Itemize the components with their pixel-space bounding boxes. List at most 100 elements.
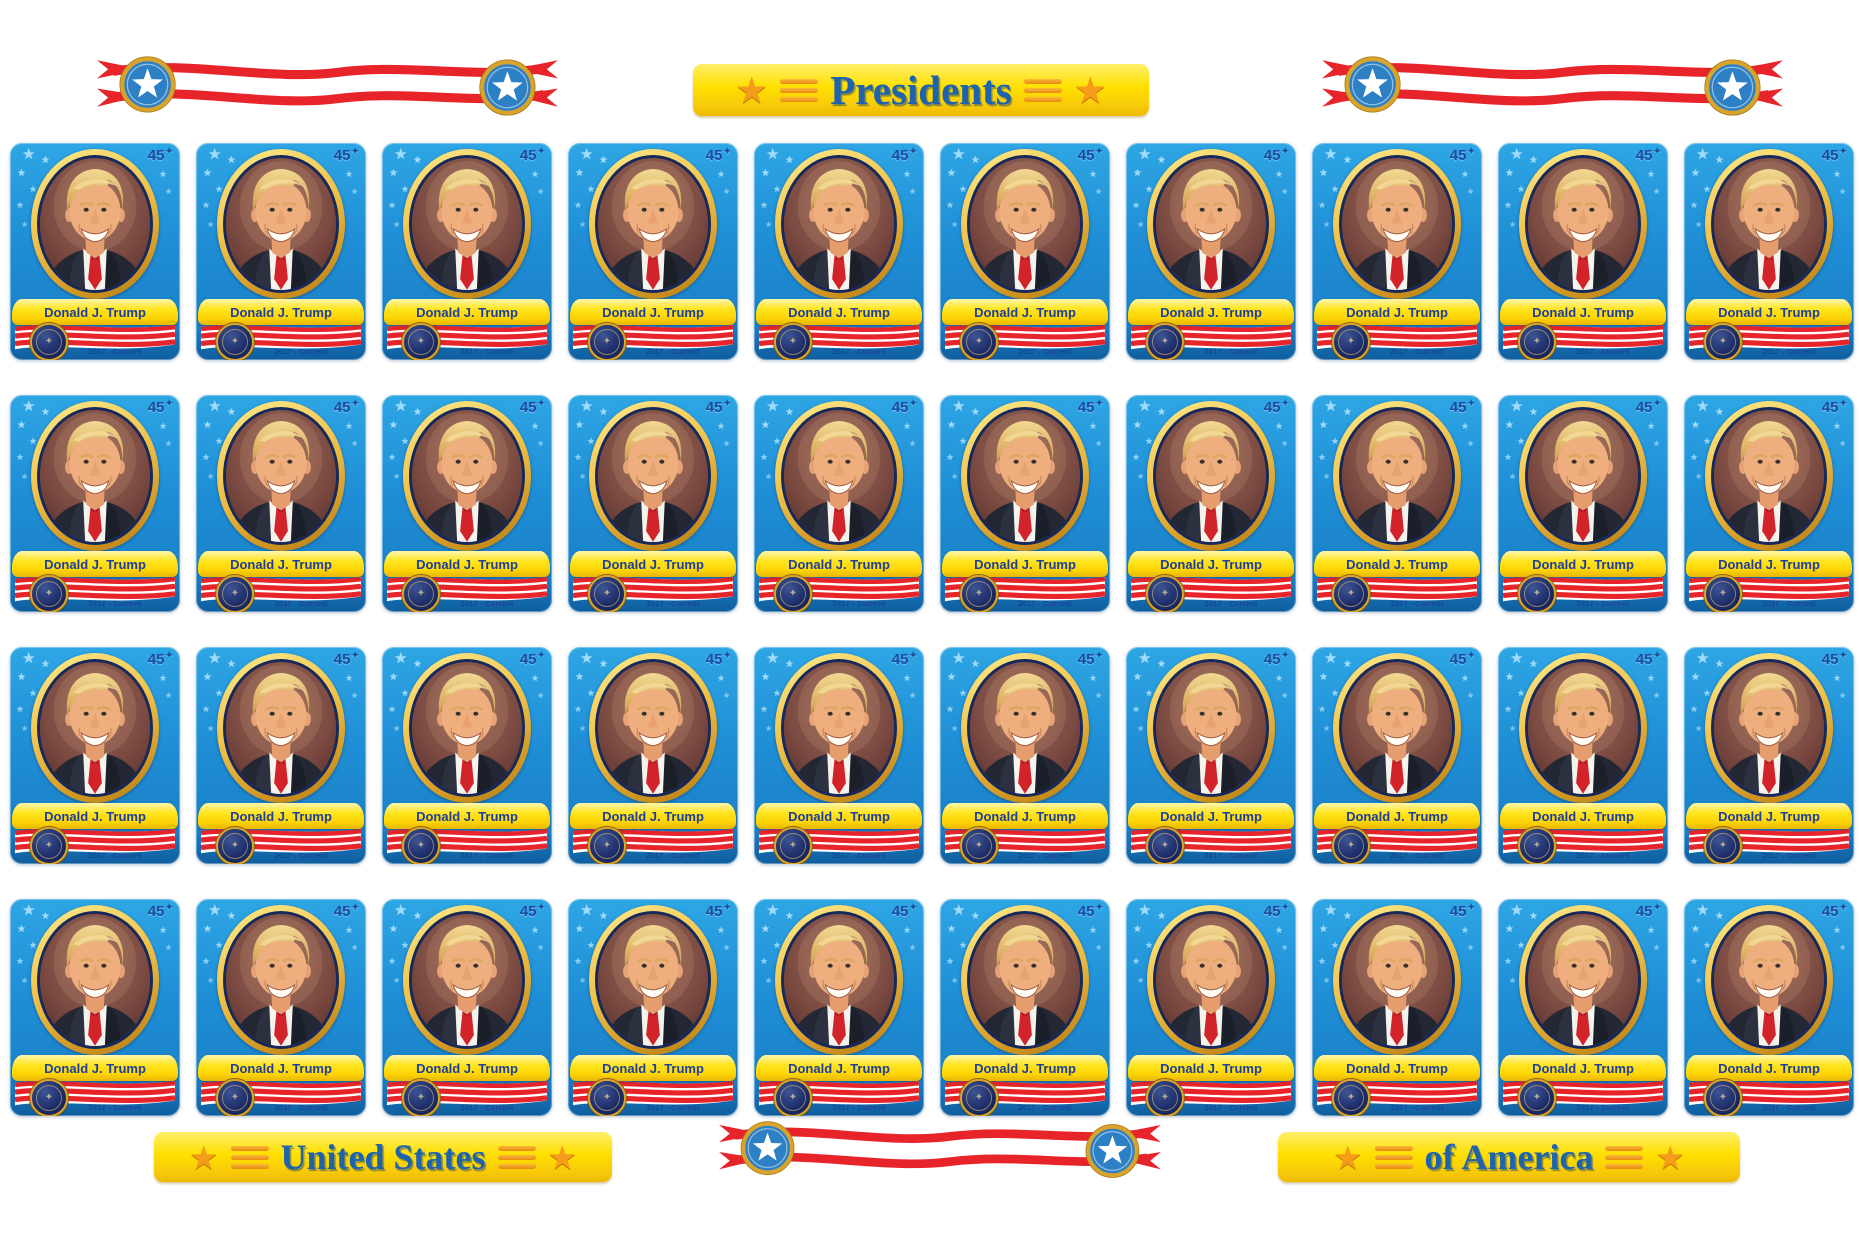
- triple-bar-icon: [230, 1145, 269, 1169]
- president-number: 45✦: [1449, 650, 1475, 668]
- president-portrait: [970, 158, 1080, 290]
- portrait-frame: [217, 149, 345, 299]
- star-icon: ★: [202, 956, 211, 966]
- star-icon: ★: [1137, 472, 1145, 481]
- name-banner: Donald J. Trump: [12, 551, 178, 577]
- star-icon: ★: [388, 452, 397, 462]
- sparkle-star-icon: ✦: [351, 902, 359, 912]
- star-icon: ★: [16, 200, 25, 210]
- president-portrait: [598, 158, 708, 290]
- president-name: Donald J. Trump: [230, 556, 332, 572]
- star-icon: ★: [1323, 472, 1331, 481]
- portrait-frame: [775, 905, 903, 1055]
- president-number: 45✦: [705, 146, 731, 164]
- president-number: 45✦: [147, 146, 173, 164]
- star-icon: ★: [1318, 956, 1327, 966]
- president-portrait: [598, 662, 708, 794]
- presidential-seal-icon: ✦: [216, 1079, 254, 1116]
- name-banner: Donald J. Trump: [570, 299, 736, 325]
- star-icon: ★: [1137, 976, 1145, 985]
- star-icon: ★: [351, 439, 359, 448]
- star-icon: ★: [22, 398, 36, 415]
- sparkle-star-icon: ✦: [1095, 146, 1103, 156]
- star-icon: ★: [1467, 691, 1475, 700]
- star-icon: ★: [1696, 902, 1710, 919]
- star-icon: ★: [579, 220, 587, 229]
- of-america-banner: ★ of America ★: [1278, 1132, 1740, 1182]
- united-states-banner: ★ United States ★: [154, 1132, 612, 1182]
- eagle-emblem-icon: ✦: [974, 1092, 984, 1103]
- president-number: 45✦: [1263, 398, 1289, 416]
- star-icon: ★: [1095, 439, 1103, 448]
- term-label: 2017 - Current: [1576, 1103, 1630, 1112]
- sparkle-star-icon: ✦: [537, 650, 545, 660]
- star-icon: ★: [159, 169, 168, 179]
- name-banner: Donald J. Trump: [198, 551, 364, 577]
- sparkle-star-icon: ✦: [723, 146, 731, 156]
- star-icon: ★: [1461, 673, 1470, 683]
- portrait-frame: [1519, 401, 1647, 551]
- name-banner: Donald J. Trump: [756, 1055, 922, 1081]
- star-icon: ★: [531, 169, 540, 179]
- president-name: Donald J. Trump: [788, 808, 890, 824]
- star-icon: ★: [1691, 924, 1700, 935]
- name-banner: Donald J. Trump: [756, 803, 922, 829]
- star-icon: ★: [1467, 439, 1475, 448]
- president-name: Donald J. Trump: [602, 808, 704, 824]
- star-icon: ★: [1517, 436, 1526, 446]
- star-icon: ★: [1690, 956, 1699, 966]
- star-icon: ★: [1073, 69, 1107, 111]
- portrait-frame: [31, 653, 159, 803]
- president-portrait: [1528, 158, 1638, 290]
- star-icon: ★: [971, 659, 980, 670]
- term-label: 2017 - Current: [1762, 851, 1816, 860]
- portrait-frame: [1705, 653, 1833, 803]
- term-label: 2017 - Current: [832, 599, 886, 608]
- star-icon: ★: [1647, 673, 1656, 683]
- star-icon: ★: [531, 673, 540, 683]
- name-banner: Donald J. Trump: [570, 803, 736, 829]
- president-portrait: [1156, 914, 1266, 1046]
- star-icon: ★: [389, 924, 398, 935]
- star-icon: ★: [1343, 407, 1352, 418]
- star-icon: ★: [1517, 688, 1526, 698]
- portrait-frame: [1519, 653, 1647, 803]
- sparkle-star-icon: ✦: [909, 398, 917, 408]
- president-stamp: ★ ★ ★ ★ ★ ★ ★ ★ 45✦ Donald J. Trump: [940, 647, 1110, 864]
- star-icon: ★: [207, 220, 215, 229]
- portrait-frame: [1333, 653, 1461, 803]
- star-icon: ★: [159, 673, 168, 683]
- portrait-frame: [217, 653, 345, 803]
- star-icon: ★: [1504, 704, 1513, 714]
- star-icon: ★: [1509, 220, 1517, 229]
- term-label: 2017 - Current: [1018, 599, 1072, 608]
- presidential-seal-icon: ✦: [1518, 1079, 1556, 1116]
- presidential-seal-icon: ✦: [402, 1079, 440, 1116]
- president-number: 45✦: [147, 398, 173, 416]
- name-banner: Donald J. Trump: [1314, 299, 1480, 325]
- president-stamp: ★ ★ ★ ★ ★ ★ ★ ★ 45✦ Donald J. Trump: [568, 899, 738, 1116]
- name-banner: Donald J. Trump: [1686, 551, 1852, 577]
- president-portrait: [1156, 410, 1266, 542]
- star-icon: ★: [16, 452, 25, 462]
- star-icon: ★: [952, 398, 966, 415]
- star-icon: ★: [761, 924, 770, 935]
- eagle-emblem-icon: ✦: [1346, 840, 1356, 851]
- star-icon: ★: [29, 940, 38, 950]
- star-icon: ★: [1647, 421, 1656, 431]
- star-icon: ★: [1691, 420, 1700, 431]
- star-icon: ★: [766, 902, 780, 919]
- star-icon: ★: [351, 943, 359, 952]
- star-icon: ★: [165, 439, 173, 448]
- eagle-emblem-icon: ✦: [230, 588, 240, 599]
- name-banner: Donald J. Trump: [1500, 551, 1666, 577]
- star-icon: ★: [599, 407, 608, 418]
- star-icon: ★: [903, 925, 912, 935]
- star-icon: ★: [717, 673, 726, 683]
- eagle-emblem-icon: ✦: [1532, 840, 1542, 851]
- star-icon: ★: [17, 924, 26, 935]
- eagle-emblem-icon: ✦: [1532, 1092, 1542, 1103]
- star-icon: ★: [1145, 688, 1154, 698]
- name-banner: Donald J. Trump: [1128, 299, 1294, 325]
